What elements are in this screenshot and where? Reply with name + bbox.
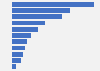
Bar xyxy=(12,33,31,38)
Bar xyxy=(12,2,94,7)
Bar xyxy=(12,52,23,57)
Bar xyxy=(12,58,21,63)
Bar xyxy=(12,21,45,25)
Bar xyxy=(12,14,62,19)
Bar xyxy=(12,64,16,69)
Bar xyxy=(12,27,38,32)
Bar xyxy=(12,46,25,50)
Bar xyxy=(12,39,27,44)
Bar xyxy=(12,8,70,13)
